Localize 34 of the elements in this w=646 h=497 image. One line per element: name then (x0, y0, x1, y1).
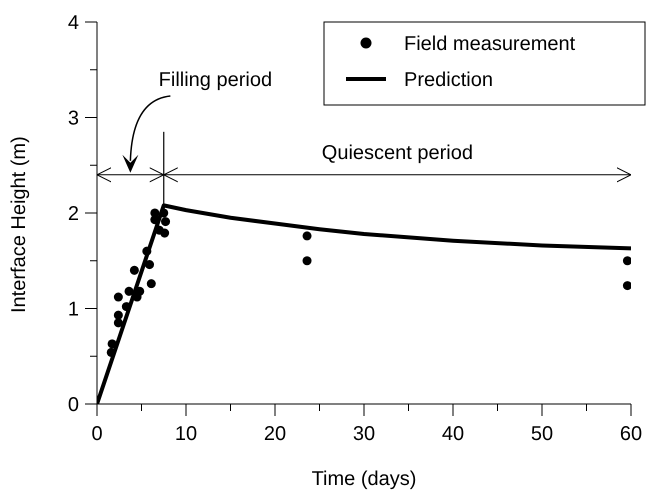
point (159, 208, 168, 218)
point (114, 292, 123, 302)
point (108, 339, 117, 348)
point (144, 260, 154, 270)
x-tick-label: 40 (442, 423, 464, 445)
point (130, 266, 139, 275)
x-tick-label: 30 (352, 423, 376, 445)
point (302, 256, 312, 266)
x-tick-label: 10 (174, 423, 198, 445)
x-tick-label: 0 (91, 423, 103, 445)
x-axis-title: Time (days) (312, 468, 416, 490)
point (622, 256, 631, 266)
y-tick-label: 1 (68, 298, 79, 320)
point (124, 286, 134, 296)
point (146, 279, 156, 288)
annotation: Quiescent period (322, 142, 473, 164)
point (142, 246, 152, 256)
point (622, 281, 631, 290)
legend-label: Prediction (404, 69, 493, 91)
x-tick-label: 50 (530, 423, 554, 445)
point (114, 310, 123, 320)
x-tick-label: 20 (264, 423, 286, 445)
point (161, 217, 170, 226)
y-tick-label: 2 (68, 203, 79, 225)
y-tick-label: 3 (68, 108, 79, 130)
point (160, 228, 170, 238)
y-tick-label: 4 (68, 12, 79, 34)
y-tick-label: 0 (68, 394, 79, 416)
point (302, 231, 312, 240)
annotation: Filling period (158, 69, 272, 91)
x-tick-label: 60 (620, 423, 642, 445)
y-axis-title: Interface Height (m) (8, 136, 30, 313)
legend-label: Field measurement (404, 33, 576, 55)
point (114, 318, 123, 328)
